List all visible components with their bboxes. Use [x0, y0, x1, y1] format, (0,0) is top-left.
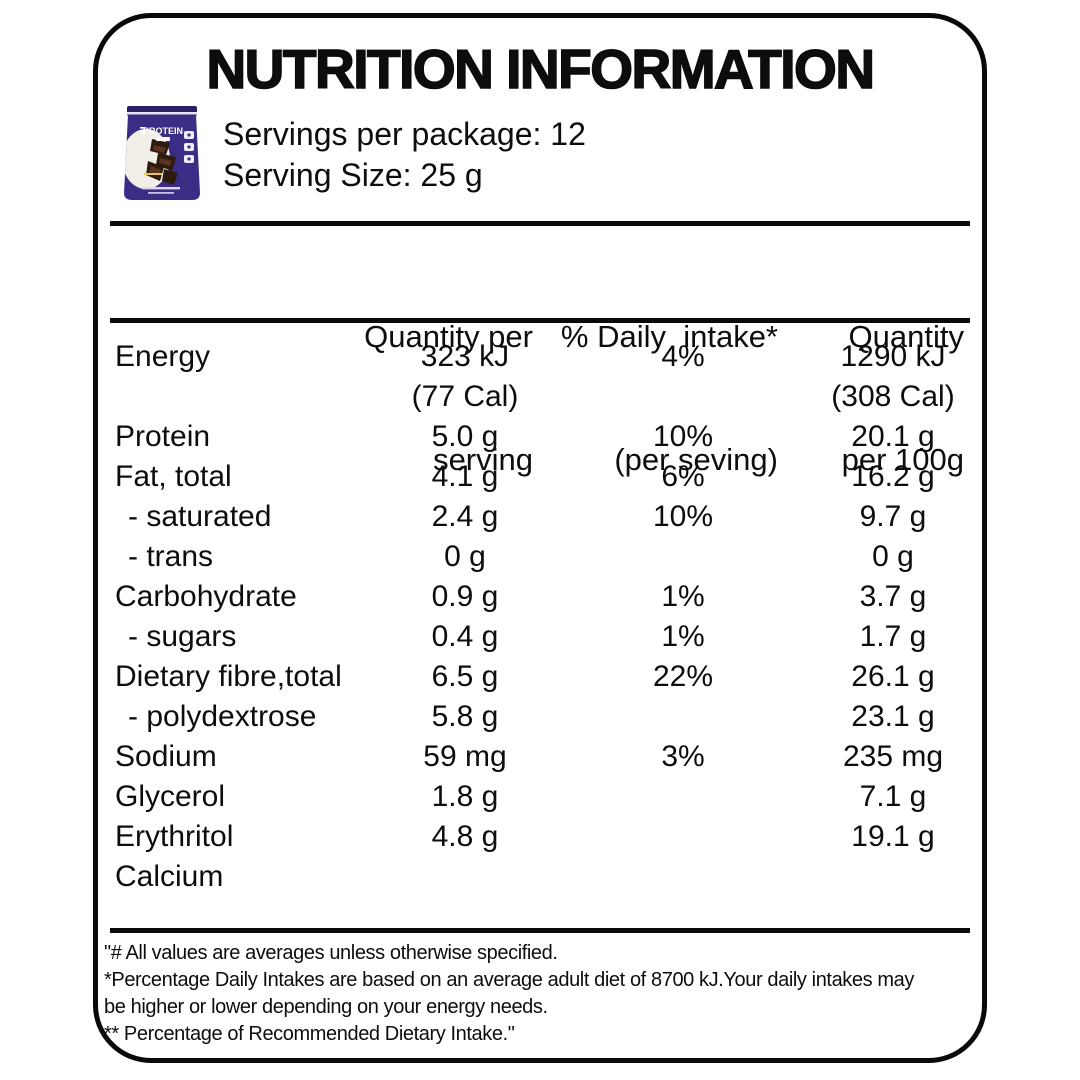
footnote-line: be higher or lower depending on your ene… [104, 996, 548, 1018]
row-label: Glycerol [115, 780, 226, 813]
qty-per-100g-value: 1290 kJ (308 Cal) [831, 340, 955, 413]
chocolate-chunks [146, 139, 178, 185]
qty-per-100g-value: 20.1 g [851, 420, 935, 453]
qty-per-serving-value: 4.1 g [431, 460, 499, 493]
qty-per-serving-value: 4.8 g [431, 820, 499, 853]
daily-intake-value: 6% [661, 460, 705, 493]
qty-per-serving-value: 0 g [444, 540, 486, 573]
footer-divider [110, 928, 970, 933]
serving-info: Servings per package: 12 Serving Size: 2… [223, 114, 586, 196]
qty-per-serving-value: 5.0 g [431, 420, 499, 453]
qty-per-100g-value: 9.7 g [859, 500, 927, 533]
nutrition-table: Energy 323 kJ (77 Cal) 4% 1290 kJ (308 C… [98, 337, 982, 897]
row-label: Erythritol [115, 820, 234, 853]
qty-per-serving-value: 5.8 g [431, 700, 499, 733]
protein-pouch-image: PROTEIN [124, 106, 200, 200]
table-row: Sodium 59 mg 3% 235 mg [98, 737, 982, 777]
table-row: - polydextrose 5.8 g 23.1 g [98, 697, 982, 737]
svg-text:PROTEIN: PROTEIN [143, 126, 183, 136]
daily-intake-value: 10% [652, 500, 714, 533]
qty-per-100g-value: 3.7 g [859, 580, 927, 613]
header-divider [110, 318, 970, 323]
servings-per-package: Servings per package: 12 [223, 116, 586, 152]
row-label: Fat, total [115, 460, 232, 493]
table-row: Energy 323 kJ (77 Cal) 4% 1290 kJ (308 C… [98, 337, 982, 417]
row-label: - sugars [128, 620, 237, 653]
row-label: Energy [115, 340, 211, 373]
table-row: Glycerol 1.8 g 7.1 g [98, 777, 982, 817]
qty-per-100g-value: 235 mg [842, 740, 944, 773]
serving-size: Serving Size: 25 g [223, 157, 483, 193]
table-row: Dietary fibre,total 6.5 g 22% 26.1 g [98, 657, 982, 697]
qty-per-serving-value: 59 mg [423, 740, 507, 773]
pouch-badges [184, 131, 194, 163]
row-label: Protein [115, 420, 211, 453]
table-row: Protein 5.0 g 10% 20.1 g [98, 417, 982, 457]
pouch-logo: PROTEIN [140, 126, 183, 141]
table-row: Calcium [98, 857, 982, 897]
row-label: Calcium [115, 860, 224, 893]
pouch-bottom-text [142, 173, 180, 194]
qty-per-100g-value: 23.1 g [851, 700, 935, 733]
qty-per-100g-value: 7.1 g [859, 780, 927, 813]
table-row: - trans 0 g 0 g [98, 537, 982, 577]
qty-per-100g-value: 19.1 g [851, 820, 935, 853]
daily-intake-value: 3% [661, 740, 705, 773]
table-row: - sugars 0.4 g 1% 1.7 g [98, 617, 982, 657]
daily-intake-value: 1% [661, 580, 705, 613]
qty-per-serving-value: 323 kJ (77 Cal) [411, 340, 519, 413]
row-label: Dietary fibre,total [115, 660, 342, 693]
table-row: Fat, total 4.1 g 6% 16.2 g [98, 457, 982, 497]
table-row: - saturated 2.4 g 10% 9.7 g [98, 497, 982, 537]
qty-per-serving-value: 6.5 g [431, 660, 499, 693]
qty-per-100g-value: 16.2 g [851, 460, 935, 493]
table-row: Carbohydrate 0.9 g 1% 3.7 g [98, 577, 982, 617]
footnotes: "# All values are averages unless otherw… [104, 940, 976, 1048]
table-header-qty-100g: Quantity per 100g [841, 319, 964, 477]
row-label: - trans [128, 540, 214, 573]
daily-intake-value: 10% [652, 420, 714, 453]
daily-intake-value: 4% [661, 340, 705, 373]
daily-intake-value: 22% [652, 660, 714, 693]
top-divider [110, 221, 970, 226]
row-label: - saturated [128, 500, 272, 533]
page-title: NUTRITION INFORMATION [206, 38, 876, 100]
footnote-line: *Percentage Daily Intakes are based on a… [104, 969, 914, 991]
daily-intake-value: 1% [661, 620, 705, 653]
table-header-daily-intake: % Daily intake* (per seving) [560, 319, 778, 477]
row-label: Carbohydrate [115, 580, 297, 613]
pouch-seal-line [127, 112, 197, 115]
qty-per-serving-value: 0.4 g [431, 620, 499, 653]
qty-per-serving-value: 1.8 g [431, 780, 499, 813]
qty-per-serving-value: 0.9 g [431, 580, 499, 613]
footnote-line: "# All values are averages unless otherw… [104, 942, 558, 964]
table-header-qty-serving: Quantity per serving [364, 319, 533, 477]
qty-per-100g-value: 26.1 g [851, 660, 935, 693]
qty-per-100g-value: 0 g [872, 540, 914, 573]
qty-per-100g-value: 1.7 g [859, 620, 927, 653]
row-label: Sodium [115, 740, 217, 773]
table-row: Erythritol 4.8 g 19.1 g [98, 817, 982, 857]
row-label: - polydextrose [128, 700, 317, 733]
footnote-line: ** Percentage of Recommended Dietary Int… [104, 1023, 515, 1045]
qty-per-serving-value: 2.4 g [431, 500, 499, 533]
nutrition-card: NUTRITION INFORMATION [93, 13, 987, 1063]
